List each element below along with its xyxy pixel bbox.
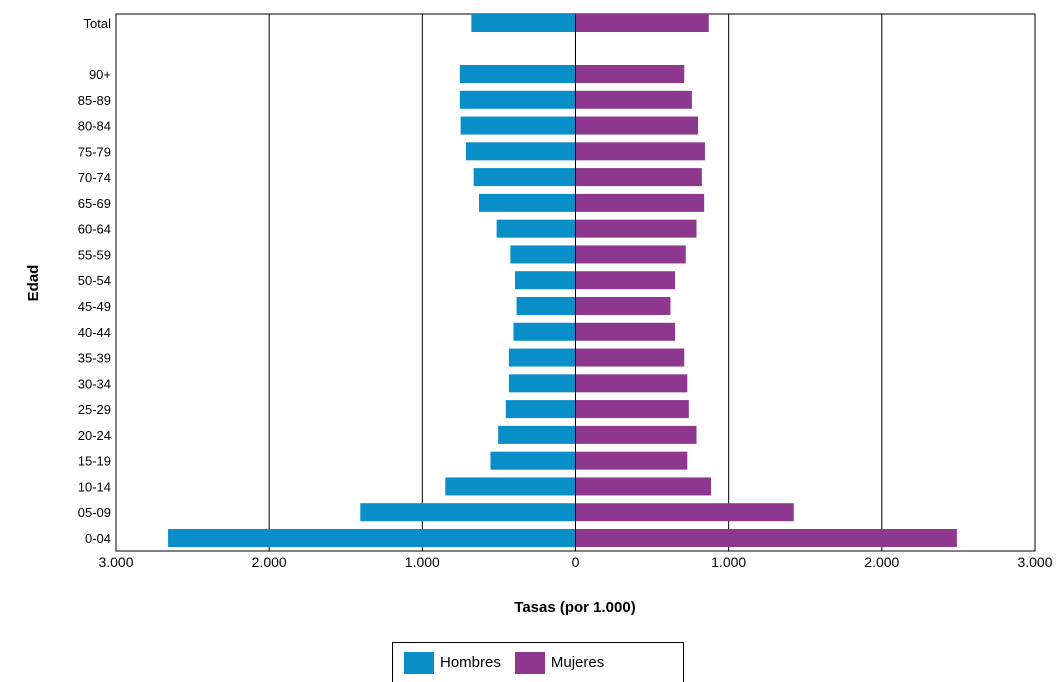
y-axis-title: Edad — [25, 265, 42, 302]
bar-hombres-50-54 — [514, 271, 576, 290]
bar-hombres-35-39 — [508, 348, 576, 367]
bar-mujeres-05-09 — [575, 503, 794, 522]
x-axis-title: Tasas (por 1.000) — [514, 599, 635, 616]
bar-hombres-40-44 — [513, 322, 576, 341]
x-tick-label: 3.000 — [98, 554, 133, 570]
y-tick-label: 60-64 — [78, 222, 111, 237]
bar-mujeres-30-34 — [575, 374, 688, 393]
y-tick-label: 40-44 — [78, 325, 111, 340]
y-tick-label: 25-29 — [78, 402, 111, 417]
x-tick-label: 3.000 — [1017, 554, 1052, 570]
y-tick-label: 55-59 — [78, 247, 111, 262]
bar-hombres-80-84 — [460, 116, 576, 135]
x-tick-label: 2.000 — [252, 554, 287, 570]
x-tick-label: 1.000 — [711, 554, 746, 570]
bar-hombres-25-29 — [505, 400, 576, 419]
y-tick-label: 90+ — [89, 67, 111, 82]
bar-hombres-20-24 — [498, 425, 576, 444]
x-tick-label: 0 — [572, 554, 580, 570]
bar-hombres-0-04 — [168, 529, 576, 547]
bar-hombres-75-79 — [465, 142, 576, 161]
bar-hombres-90+ — [459, 65, 576, 83]
x-tick-label: 2.000 — [864, 554, 899, 570]
legend-item-hombres: Hombres — [404, 651, 501, 674]
y-tick-label: 70-74 — [78, 170, 111, 185]
y-tick-label: 50-54 — [78, 273, 111, 288]
bar-mujeres-0-04 — [575, 529, 957, 547]
y-tick-label: 85-89 — [78, 93, 111, 108]
bar-hombres-55-59 — [510, 245, 576, 264]
bar-hombres-05-09 — [360, 503, 576, 522]
bar-mujeres-25-29 — [575, 400, 689, 419]
bar-mujeres-20-24 — [575, 425, 697, 444]
bar-mujeres-85-89 — [575, 90, 692, 109]
legend-item-mujeres: Mujeres — [514, 651, 605, 674]
bar-hombres-30-34 — [508, 374, 576, 393]
legend: Hombres Mujeres — [392, 642, 684, 682]
y-tick-label: Total — [84, 16, 112, 31]
bar-mujeres-40-44 — [575, 322, 676, 341]
x-tick-label: 1.000 — [405, 554, 440, 570]
bar-mujeres-35-39 — [575, 348, 685, 367]
y-tick-label: 30-34 — [78, 376, 111, 391]
population-pyramid-chart: Total 90+ 85-89 80-84 75-79 70-74 65-69 60-64 55… — [25, 13, 1053, 616]
y-tick-label: 0-04 — [85, 531, 111, 546]
legend-label-mujeres: Mujeres — [550, 654, 605, 671]
bar-mujeres-70-74 — [575, 168, 702, 187]
bar-mujeres-15-19 — [575, 451, 688, 470]
bar-hombres-85-89 — [459, 90, 576, 109]
y-tick-label: 45-49 — [78, 299, 111, 314]
bar-mujeres-90+ — [575, 65, 685, 83]
bar-mujeres-80-84 — [575, 116, 699, 135]
bar-hombres-10-14 — [445, 477, 576, 496]
bar-mujeres-45-49 — [575, 297, 671, 315]
y-tick-label: 65-69 — [78, 196, 111, 211]
bar-hombres-15-19 — [490, 451, 576, 470]
y-tick-label: 15-19 — [78, 454, 111, 469]
legend-swatch-mujeres — [514, 651, 545, 674]
bar-hombres-70-74 — [473, 168, 576, 187]
bar-hombres-Total — [471, 14, 576, 32]
y-tick-label: 20-24 — [78, 428, 111, 443]
bar-hombres-60-64 — [496, 219, 576, 238]
y-tick-label: 75-79 — [78, 144, 111, 159]
bar-mujeres-10-14 — [575, 477, 712, 496]
bar-hombres-65-69 — [479, 193, 576, 212]
y-tick-label: 80-84 — [78, 119, 111, 134]
legend-label-hombres: Hombres — [440, 654, 501, 671]
bar-mujeres-60-64 — [575, 219, 697, 238]
y-tick-label: 05-09 — [78, 505, 111, 520]
legend-swatch-hombres — [404, 651, 434, 674]
y-tick-label: 10-14 — [78, 479, 111, 494]
bar-mujeres-Total — [575, 14, 709, 32]
y-tick-label: 35-39 — [78, 351, 111, 366]
bar-hombres-45-49 — [516, 297, 576, 315]
bar-mujeres-65-69 — [575, 193, 705, 212]
bar-mujeres-50-54 — [575, 271, 676, 290]
bar-mujeres-55-59 — [575, 245, 686, 264]
bar-mujeres-75-79 — [575, 142, 705, 161]
